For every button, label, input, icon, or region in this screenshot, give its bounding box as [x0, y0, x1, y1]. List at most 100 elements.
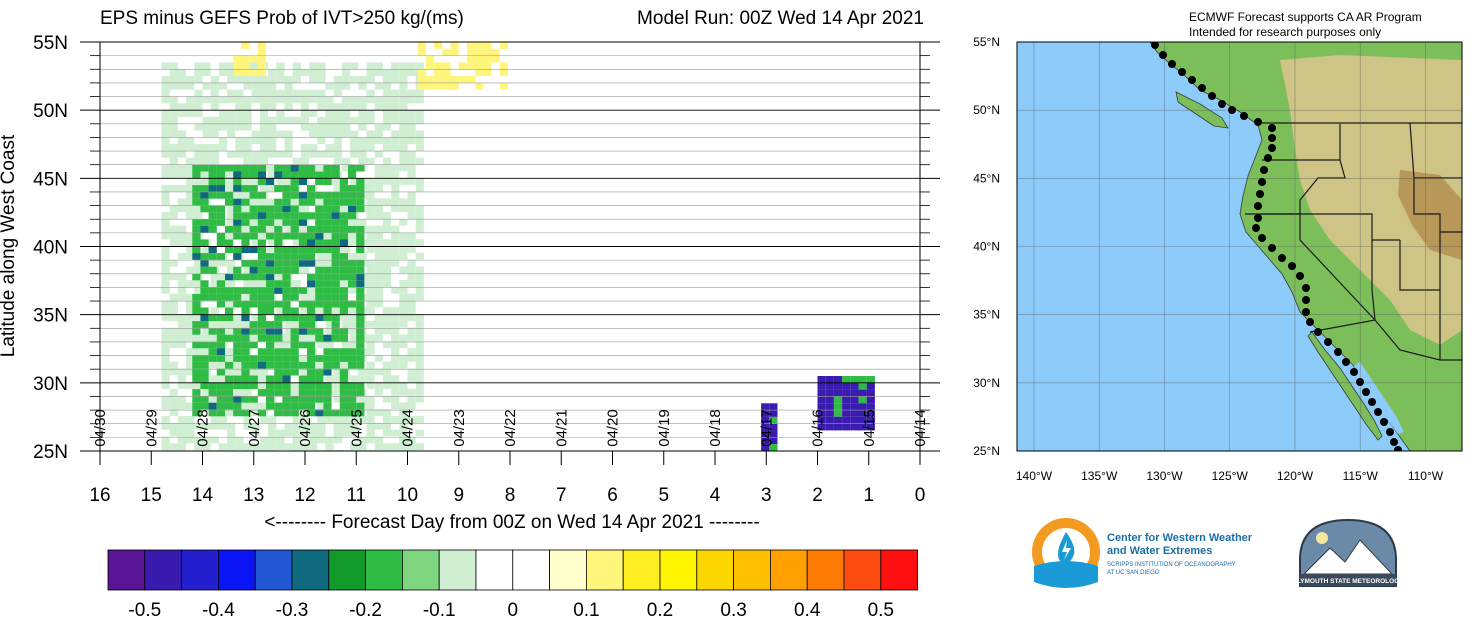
heatmap-cell: [274, 259, 283, 267]
heatmap-cell: [399, 232, 408, 240]
heatmap-cell: [298, 212, 307, 220]
heatmap-cell: [210, 116, 219, 124]
coastal-point: [1260, 166, 1268, 174]
heatmap-cell: [192, 409, 201, 417]
heatmap-cell: [307, 246, 316, 254]
heatmap-cell: [842, 410, 851, 417]
heatmap-cell: [282, 382, 291, 390]
heatmap-cell: [292, 382, 301, 389]
heatmap-cell: [761, 423, 770, 431]
heatmap-cell: [366, 409, 375, 417]
heatmap-cell: [225, 239, 234, 247]
heatmap-cell: [194, 280, 203, 287]
heatmap-cell: [292, 429, 301, 437]
heatmap-cell: [399, 157, 408, 165]
colorbar-label: -0.1: [423, 600, 456, 621]
heatmap-cell: [241, 273, 250, 281]
heatmap-cell: [259, 443, 269, 451]
coastal-point: [1368, 398, 1376, 406]
heatmap-cell: [202, 436, 211, 444]
heatmap-cell: [331, 293, 340, 301]
heatmap-cell: [233, 171, 242, 179]
heatmap-cell: [366, 273, 375, 281]
heatmap-cell: [274, 300, 283, 308]
heatmap-cell: [249, 375, 258, 383]
heatmap-cell: [225, 334, 234, 342]
heatmap-cell: [769, 410, 778, 417]
heatmap-cell: [210, 89, 219, 97]
heatmap-cell: [216, 178, 225, 186]
heatmap-cell: [300, 368, 310, 376]
heatmap-cell: [290, 185, 299, 192]
heatmap-cell: [391, 388, 400, 396]
heatmap-cell: [161, 198, 170, 206]
heatmap-cell: [233, 69, 242, 76]
heatmap-cell: [391, 103, 400, 111]
date-label: 04/28: [195, 409, 212, 447]
heatmap-cell: [391, 110, 400, 117]
heatmap-cell: [407, 198, 416, 206]
heatmap-cell: [194, 443, 203, 451]
heatmap-cell: [315, 273, 324, 281]
heatmap-cell: [850, 396, 859, 404]
heatmap-cell: [259, 116, 269, 124]
heatmap-cell: [374, 69, 383, 77]
heatmap-cell: [350, 286, 359, 294]
coastal-point: [1268, 134, 1276, 142]
heatmap-cell: [274, 334, 283, 342]
heatmap-cell: [216, 171, 225, 179]
heatmap-cell: [202, 123, 211, 131]
heatmap-cell: [177, 252, 187, 260]
heatmap-cell: [391, 375, 400, 383]
heatmap-cell: [333, 307, 342, 315]
colorbar-label: 0: [508, 600, 519, 621]
heatmap-cell: [233, 212, 242, 220]
heatmap-cell: [331, 164, 340, 172]
heatmap-cell: [315, 355, 324, 362]
heatmap-cell: [216, 382, 225, 390]
heatmap-cell: [382, 123, 392, 131]
heatmap-cell: [325, 375, 334, 383]
heatmap-cell: [358, 96, 367, 104]
heatmap-cell: [339, 185, 348, 192]
heatmap-cell: [323, 198, 332, 206]
heatmap-cell: [192, 171, 201, 179]
heatmap-cell: [292, 96, 301, 104]
heatmap-cell: [186, 280, 195, 287]
heatmap-cell: [415, 218, 424, 226]
heatmap-cell: [374, 368, 383, 376]
heatmap-cell: [323, 300, 332, 308]
heatmap-cell: [227, 123, 236, 131]
heatmap-cell: [366, 422, 375, 430]
heatmap-cell: [202, 62, 211, 70]
heatmap-cell: [348, 164, 357, 172]
y-tick-label: 45N: [33, 169, 68, 190]
heatmap-cell: [415, 266, 424, 274]
heatmap-cell: [233, 375, 242, 383]
heatmap-cell: [235, 436, 244, 444]
plymouth-name: PLYMOUTH STATE METEOROLOGY: [1292, 578, 1404, 585]
heatmap-cell: [298, 314, 307, 322]
heatmap-cell: [331, 212, 340, 220]
heatmap-cell: [358, 123, 367, 131]
heatmap-cell: [161, 402, 170, 410]
heatmap-cell: [366, 69, 375, 77]
heatmap-cell: [391, 334, 400, 342]
heatmap-cell: [241, 361, 250, 369]
heatmap-cell: [331, 300, 340, 308]
heatmap-cell: [323, 164, 332, 172]
heatmap-cell: [169, 273, 178, 281]
heatmap-cell: [274, 409, 283, 417]
heatmap-cell: [374, 382, 383, 389]
coastal-point: [1386, 428, 1394, 436]
heatmap-cell: [348, 395, 357, 403]
heatmap-cell: [475, 42, 484, 49]
heatmap-cell: [259, 82, 269, 90]
heatmap-cell: [194, 286, 203, 294]
heatmap-cell: [233, 178, 242, 186]
heatmap-cell: [268, 443, 277, 451]
heatmap-cell: [282, 273, 291, 281]
heatmap-cell: [407, 348, 416, 355]
heatmap-cell: [300, 144, 310, 151]
heatmap-cell: [366, 144, 375, 151]
